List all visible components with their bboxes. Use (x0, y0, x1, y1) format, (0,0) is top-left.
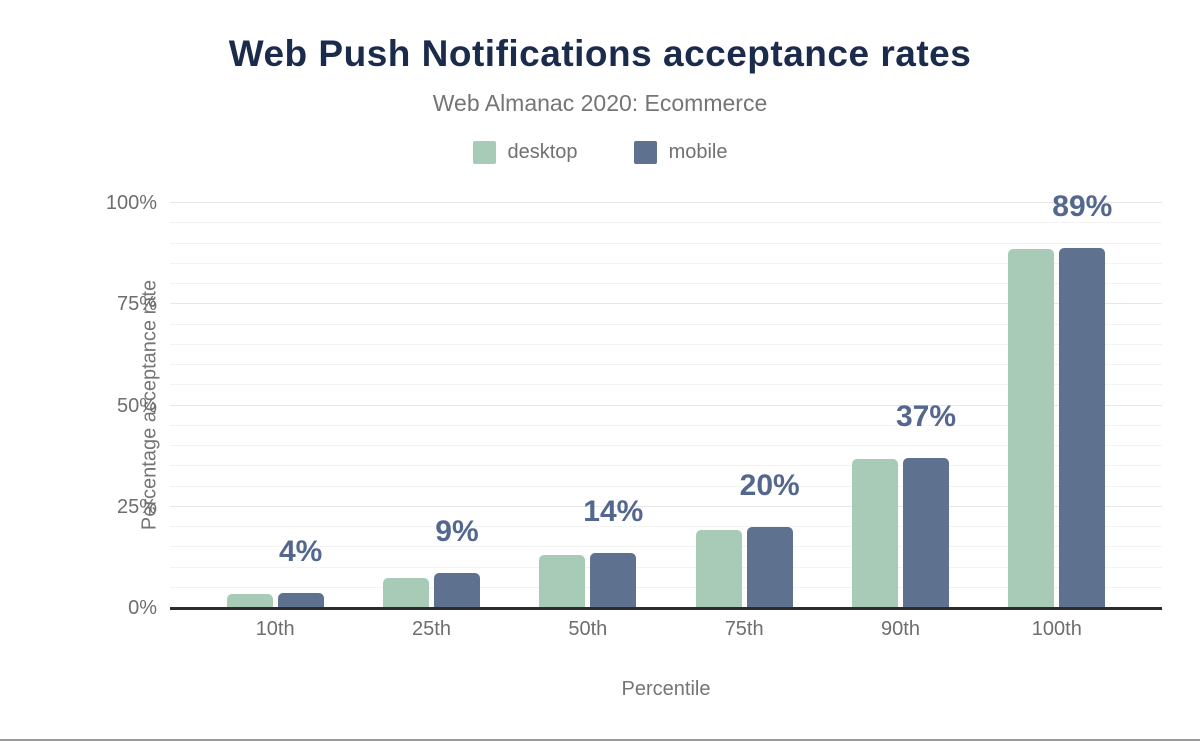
minor-gridline (170, 242, 1162, 244)
bar-mobile-25th[interactable] (433, 573, 480, 608)
bar-value-label-10th: 4% (278, 535, 323, 569)
bar-value-label-90th: 37% (895, 400, 957, 434)
minor-gridline (170, 586, 1162, 588)
legend-label-mobile: mobile (668, 141, 728, 163)
x-tick-label-90th: 90th (881, 618, 920, 640)
bar-group-90th: 37% (822, 203, 978, 608)
x-tick-label-25th: 25th (412, 618, 451, 640)
minor-gridline (170, 566, 1162, 568)
y-tick-label-25: 25% (116, 495, 157, 518)
bar-mobile-50th[interactable] (590, 552, 637, 608)
bar-desktop-25th[interactable] (382, 578, 429, 608)
minor-gridline (170, 445, 1162, 446)
minor-gridline (170, 364, 1162, 365)
bar-group-100th: 89% (979, 191, 1135, 608)
legend-swatch-desktop (472, 141, 496, 164)
major-gridline (170, 404, 1162, 406)
x-axis-title: Percentile (621, 678, 711, 700)
major-gridline (170, 202, 1162, 203)
bar-value-label-25th: 9% (435, 515, 479, 549)
bar-mobile-90th[interactable] (902, 458, 949, 608)
x-tick-label-50th: 50th (568, 618, 608, 640)
minor-gridline (170, 485, 1162, 487)
minor-gridline (170, 323, 1162, 325)
major-gridline (170, 505, 1162, 507)
bar-desktop-10th[interactable] (226, 594, 273, 608)
bar-desktop-75th[interactable] (695, 529, 742, 608)
bar-desktop-100th[interactable] (1008, 249, 1055, 608)
bar-value-label-100th: 89% (1052, 189, 1113, 223)
window-bottom-border (0, 739, 1200, 741)
bar-mobile-100th[interactable] (1059, 247, 1106, 608)
y-tick-label-75: 75% (116, 293, 157, 316)
bar-group-10th: 4% (197, 203, 353, 608)
bar-value-label-50th: 14% (583, 494, 644, 528)
bar-desktop-50th[interactable] (539, 554, 586, 608)
minor-gridline (170, 526, 1162, 527)
minor-gridline (170, 222, 1162, 224)
x-tick-label-100th: 100th (1031, 618, 1082, 640)
minor-gridline (170, 343, 1162, 345)
x-axis-line (170, 607, 1162, 610)
minor-gridline (170, 262, 1162, 264)
minor-gridline (170, 465, 1162, 467)
legend-swatch-mobile (633, 141, 657, 164)
y-tick-label-0: 0% (128, 597, 157, 619)
bar-group-50th: 14% (510, 203, 666, 608)
x-tick-label-10th: 10th (255, 618, 295, 640)
legend-item-mobile[interactable]: mobile (633, 141, 728, 164)
minor-gridline (170, 283, 1162, 284)
bar-desktop-90th[interactable] (851, 458, 898, 608)
minor-gridline (170, 384, 1162, 386)
minor-gridline (170, 424, 1162, 426)
legend-item-desktop[interactable]: desktop (472, 141, 578, 164)
chart-subtitle: Web Almanac 2020: Ecommerce (432, 90, 768, 116)
minor-gridline (170, 546, 1162, 548)
legend-label-desktop: desktop (507, 141, 578, 163)
x-tick-label-75th: 75th (724, 618, 764, 640)
bar-mobile-75th[interactable] (746, 527, 793, 608)
legend: desktop mobile (0, 141, 1200, 164)
y-tick-label-100: 100% (105, 192, 157, 214)
bar-group-75th: 20% (666, 203, 822, 608)
bar-group-25th: 9% (353, 203, 509, 608)
bar-mobile-10th[interactable] (277, 593, 324, 608)
bar-value-label-75th: 20% (739, 469, 800, 502)
chart-title: Web Push Notifications acceptance rates (228, 33, 972, 74)
y-tick-label-50: 50% (116, 394, 157, 417)
major-gridline (170, 303, 1162, 305)
plot-area: 4% 9% 14% 20% 37% 89% (170, 191, 1162, 610)
